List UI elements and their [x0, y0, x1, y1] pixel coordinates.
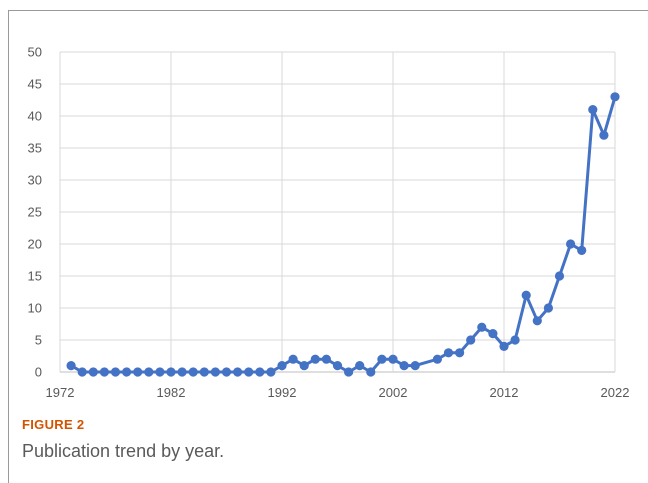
data-point: [543, 303, 554, 313]
data-point: [366, 367, 376, 377]
data-point: [210, 367, 220, 377]
data-point: [255, 367, 265, 377]
data-point: [432, 354, 442, 364]
data-point: [233, 367, 243, 377]
x-tick-label: 2022: [601, 385, 630, 400]
y-tick-label: 45: [28, 77, 42, 92]
data-point: [532, 316, 542, 326]
y-axis-ticks: 0 5 10 15 20 25 30 35 40 45 50: [28, 45, 42, 380]
data-point: [299, 361, 309, 371]
y-tick-label: 15: [28, 269, 42, 284]
x-tick-label: 2002: [379, 385, 408, 400]
x-tick-label: 1972: [46, 385, 75, 400]
data-point: [288, 354, 298, 364]
data-point: [510, 335, 520, 345]
x-tick-label: 1982: [157, 385, 186, 400]
data-point: [144, 367, 154, 377]
data-point: [344, 367, 354, 377]
data-point: [477, 322, 487, 332]
figure-label: FIGURE 2: [22, 417, 85, 432]
y-tick-label: 0: [35, 365, 42, 380]
data-point: [455, 348, 465, 358]
data-point: [177, 367, 187, 377]
data-point: [99, 367, 109, 377]
data-point: [110, 367, 121, 377]
data-point: [388, 354, 398, 364]
figure-caption: Publication trend by year.: [22, 441, 225, 461]
data-point: [488, 329, 498, 339]
data-point: [377, 354, 387, 364]
y-tick-label: 30: [28, 173, 42, 188]
data-point: [466, 335, 476, 345]
data-point: [122, 367, 132, 377]
y-tick-label: 5: [35, 333, 42, 348]
data-point: [610, 92, 620, 102]
data-point: [244, 367, 254, 377]
data-point: [266, 367, 276, 377]
data-point: [599, 130, 609, 140]
x-axis-ticks: 1972 1982 1992 2002 2012 2022: [46, 385, 630, 400]
data-point: [355, 361, 365, 371]
x-tick-label: 1992: [268, 385, 297, 400]
data-point: [554, 271, 565, 281]
series-line: [70, 96, 617, 374]
y-tick-label: 50: [28, 45, 42, 60]
data-point: [188, 367, 198, 377]
data-point: [577, 245, 587, 255]
data-point: [221, 367, 232, 377]
data-point: [155, 367, 165, 377]
x-tick-label: 2012: [490, 385, 519, 400]
series-points: [66, 92, 620, 377]
data-point: [332, 361, 343, 371]
data-point: [566, 239, 576, 249]
data-point: [399, 361, 409, 371]
data-point: [88, 367, 98, 377]
data-point: [166, 367, 176, 377]
figure-frame: [8, 10, 648, 483]
data-point: [133, 367, 143, 377]
data-point: [410, 361, 420, 371]
line-chart: 0 5 10 15 20 25 30 35 40 45 50 1972 1982 1992 2002 201…: [28, 45, 630, 401]
chart-grid: [59, 51, 616, 373]
data-point: [443, 348, 454, 358]
y-tick-label: 25: [28, 205, 42, 220]
data-point: [588, 105, 598, 115]
data-point: [321, 354, 331, 364]
y-tick-label: 20: [28, 237, 42, 252]
data-point: [199, 367, 209, 377]
data-point: [499, 341, 509, 351]
y-tick-label: 10: [28, 301, 42, 316]
y-tick-label: 40: [28, 109, 42, 124]
data-point: [521, 290, 531, 300]
data-point: [277, 361, 287, 371]
data-point: [310, 354, 320, 364]
data-point: [66, 361, 76, 371]
data-point: [77, 367, 87, 377]
y-tick-label: 35: [28, 141, 42, 156]
